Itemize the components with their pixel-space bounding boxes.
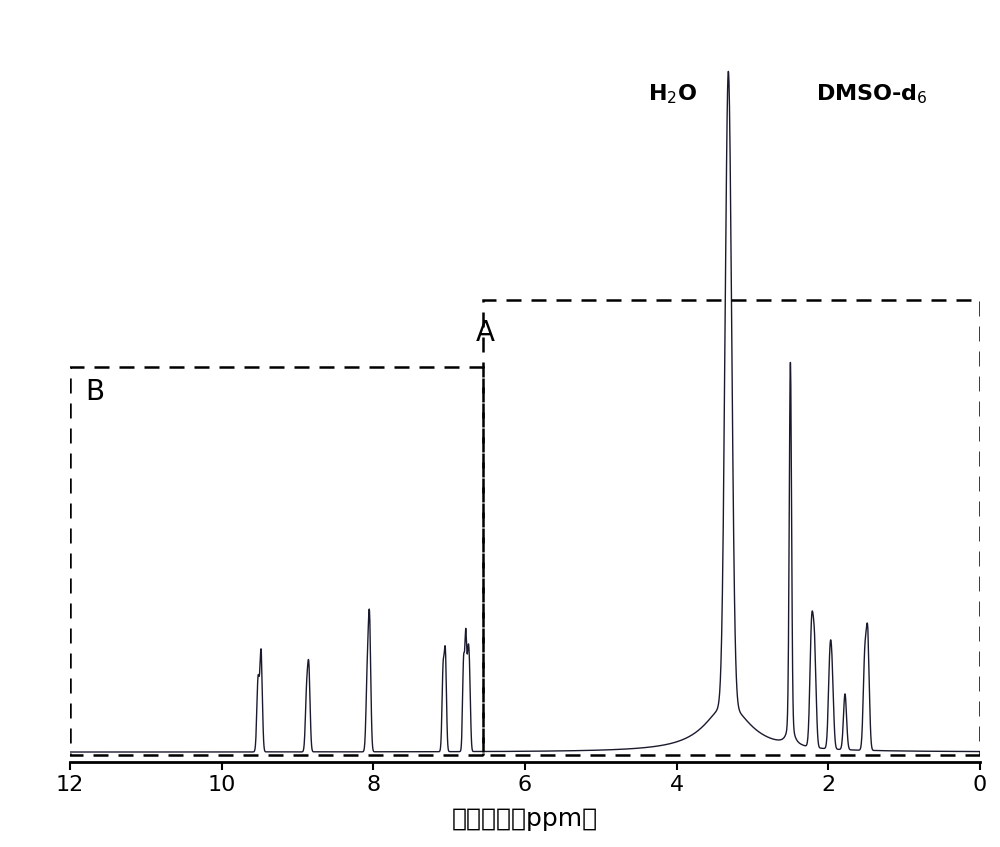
- Bar: [483, 300, 980, 755]
- Text: A: A: [476, 318, 495, 346]
- Text: B: B: [85, 379, 104, 407]
- Text: DMSO-d$_6$: DMSO-d$_6$: [816, 83, 928, 107]
- Bar: [70, 368, 483, 755]
- X-axis label: 化学位移（ppm）: 化学位移（ppm）: [452, 806, 598, 831]
- Text: H$_2$O: H$_2$O: [648, 83, 697, 107]
